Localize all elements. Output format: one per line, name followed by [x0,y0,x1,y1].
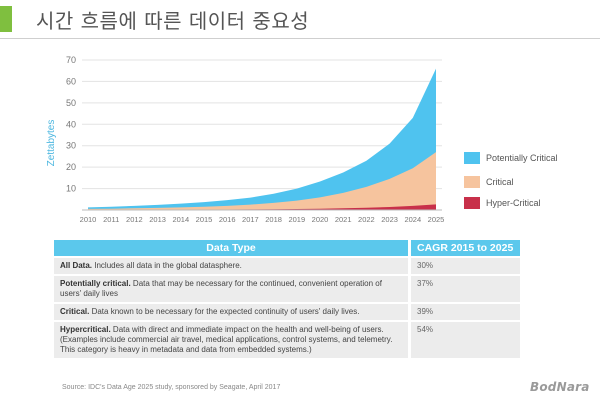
x-tick-label: 2020 [312,215,329,224]
x-tick-label: 2015 [196,215,213,224]
row-cagr: 37% [408,276,520,302]
row-desc: Data that may be necessary for the conti… [60,279,382,298]
area-critical [88,152,436,210]
area-chart: 10 20 30 40 50 60 70 2010 2011 2012 2013 2014 2015 20… [46,55,445,224]
row-desc: Data with direct and immediate impact on… [60,325,393,354]
table-header-row: Data Type CAGR 2015 to 2025 [54,240,520,256]
row-desc: Includes all data in the global datasphe… [92,261,242,270]
table-row: All Data. Includes all data in the globa… [54,258,520,274]
x-tick-label: 2024 [404,215,421,224]
x-tick-label: 2016 [219,215,236,224]
row-desc: Data known to be necessary for the expec… [89,307,360,316]
table-row: Potentially critical. Data that may be n… [54,276,520,302]
row-name: All Data. [60,261,93,270]
header-data-type: Data Type [54,240,408,256]
y-tick-label: 70 [66,55,76,65]
x-tick-label: 2019 [288,215,305,224]
x-tick-label: 2013 [149,215,166,224]
x-tick-label: 2023 [381,215,398,224]
x-tick-label: 2018 [265,215,282,224]
row-name: Potentially critical. [60,279,131,288]
area-potentially-critical [88,68,436,210]
y-tick-label: 40 [66,119,76,129]
table-row: Hypercritical. Data with direct and imme… [54,322,520,358]
y-tick-label: 60 [66,76,76,86]
x-tick-label: 2010 [80,215,97,224]
row-desc-cell: Hypercritical. Data with direct and imme… [54,322,408,358]
area-hyper-critical [88,204,436,210]
header-cagr: CAGR 2015 to 2025 [408,240,520,256]
table-row: Critical. Data known to be necessary for… [54,304,520,320]
row-desc-cell: Potentially critical. Data that may be n… [54,276,408,302]
legend-swatch-hyper-critical [464,197,480,209]
row-name: Critical. [60,307,90,316]
y-tick-label: 50 [66,98,76,108]
x-tick-label: 2014 [172,215,189,224]
row-desc-cell: All Data. Includes all data in the globa… [54,258,408,274]
row-cagr: 39% [408,304,520,320]
x-tick-label: 2021 [335,215,352,224]
x-tick-label: 2011 [103,215,119,224]
x-tick-label: 2022 [358,215,375,224]
legend-swatch-potentially-critical [464,152,480,164]
x-tick-label: 2012 [126,215,143,224]
brand-logo: BodNara [530,380,590,394]
title-accent-bar [0,6,12,32]
y-axis-label: Zettabytes [46,120,57,167]
row-desc-cell: Critical. Data known to be necessary for… [54,304,408,320]
y-tick-label: 20 [66,162,76,172]
y-tick-label: 30 [66,141,76,151]
legend-label-critical: Critical [486,177,514,187]
page-title: 시간 흐름에 따른 데이터 중요성 [36,9,310,33]
y-tick-label: 10 [66,184,76,194]
data-type-table: Data Type CAGR 2015 to 2025 All Data. In… [54,238,520,360]
legend-label-potentially-critical: Potentially Critical [486,153,558,163]
title-bar: 시간 흐름에 따른 데이터 중요성 [0,0,600,40]
title-divider [0,38,600,39]
legend-label-hyper-critical: Hyper-Critical [486,198,541,208]
legend-swatch-critical [464,176,480,188]
x-tick-label: 2025 [428,215,445,224]
row-cagr: 30% [408,258,520,274]
source-note: Source: IDC's Data Age 2025 study, spons… [62,384,281,391]
row-name: Hypercritical. [60,325,111,334]
x-tick-label: 2017 [242,215,259,224]
row-cagr: 54% [408,322,520,358]
